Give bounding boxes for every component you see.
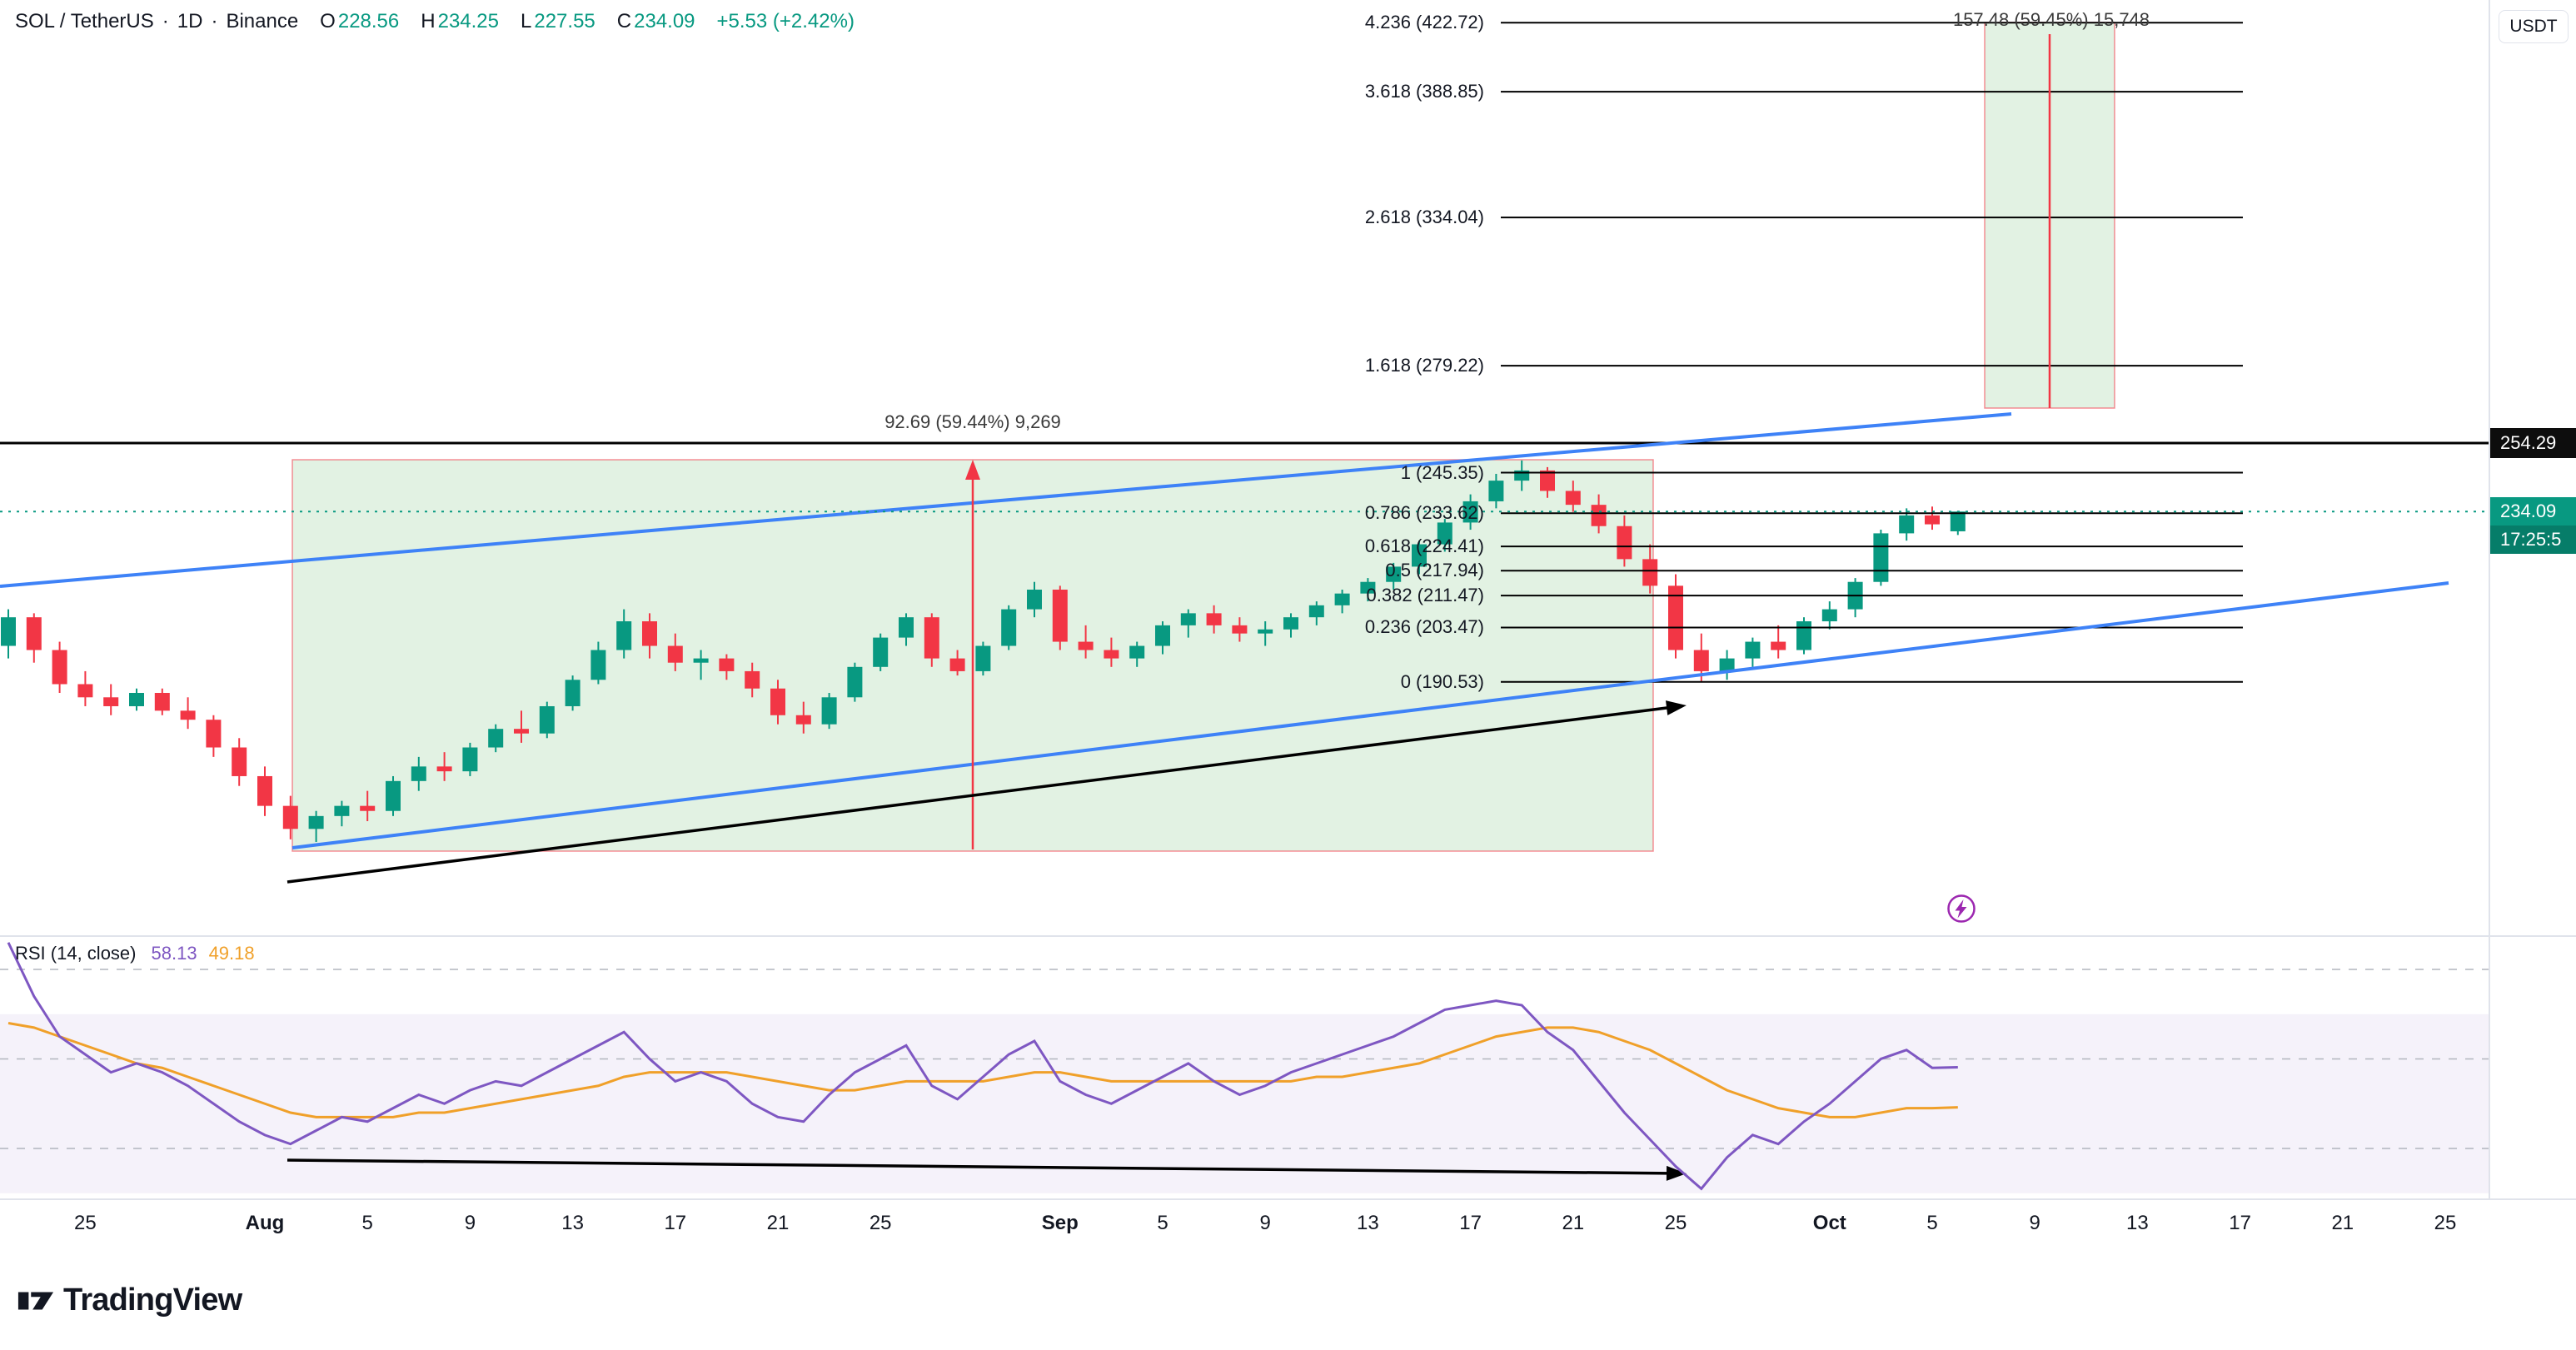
time-axis-label: 9 (2029, 1212, 2040, 1234)
time-axis-label: 25 (74, 1212, 97, 1234)
rsi-plot (0, 942, 2489, 1191)
interval-label[interactable]: 1D (177, 10, 203, 32)
pane-separators (0, 0, 2576, 1200)
tradingview-logo[interactable]: TradingView (17, 1283, 242, 1318)
rsi-value: 58.13 (151, 943, 197, 964)
time-axis-label: 21 (2331, 1212, 2354, 1234)
legend-separator: · (211, 10, 218, 32)
exchange-label: Binance (226, 10, 299, 32)
tradingview-logo-text: TradingView (63, 1283, 242, 1318)
time-axis-label: 9 (1259, 1212, 1271, 1234)
tradingview-logo-icon (17, 1291, 54, 1310)
time-axis-label: Sep (1041, 1212, 1079, 1234)
rsi-ma-value: 49.18 (208, 943, 255, 964)
time-axis-label: 13 (2126, 1212, 2149, 1234)
time-axis-label: Oct (1812, 1212, 1846, 1234)
time-axis-label: 25 (1664, 1212, 1687, 1234)
time-axis-label: 5 (1157, 1212, 1168, 1234)
candles (1, 460, 1966, 842)
time-axis-label: 13 (1357, 1212, 1379, 1234)
last-price-value: 234.09 (2500, 501, 2557, 522)
time-axis-label: 17 (1459, 1212, 1482, 1234)
time-axis[interactable]: 25 Aug 5 9 13 17 21 25 Sep 5 9 13 17 21 25 Oct 5 9 13 17 21 2… (0, 1199, 2576, 1258)
time-axis-label: 13 (561, 1212, 584, 1234)
ohlc-close: C 234.09 (616, 10, 695, 32)
time-axis-label: 21 (1562, 1212, 1585, 1234)
last-price-badge: 234.09 17:25:5 (2490, 497, 2576, 555)
lightning-icon-button[interactable] (1946, 893, 1977, 924)
rsi-band (0, 1014, 2489, 1193)
price-scale[interactable]: 380.00340.00320.00300.00280.00260.00240.… (2489, 0, 2576, 1199)
legend-separator: · (162, 10, 169, 32)
time-axis-label: 17 (2229, 1212, 2251, 1234)
time-axis-label: 17 (664, 1212, 687, 1234)
time-axis-label: 21 (766, 1212, 790, 1234)
time-axis-label: 9 (464, 1212, 476, 1234)
currency-toggle-button[interactable]: USDT (2499, 10, 2569, 43)
trend-arrows (286, 700, 1687, 1181)
rsi-indicator-title[interactable]: RSI (14, close) (15, 943, 137, 964)
measurement-lines (965, 34, 2051, 849)
time-axis-label: 25 (2434, 1212, 2457, 1234)
ohlc-high: H 234.25 (421, 10, 499, 32)
price-line-badge: 254.29 (2490, 428, 2576, 458)
time-axis-label: 25 (869, 1212, 892, 1234)
fib-extension-lines (1501, 22, 2243, 683)
measurement-boxes (291, 22, 2115, 852)
ohlc-open: O 228.56 (320, 10, 400, 32)
ohlc-low: L 227.55 (521, 10, 595, 32)
price-change: +5.53 (+2.42%) (716, 10, 855, 32)
lightning-icon (1947, 894, 1976, 923)
rsi-indicator-header[interactable]: RSI (14, close) 58.13 49.18 (15, 943, 255, 964)
bar-countdown: 17:25:5 (2490, 526, 2576, 555)
time-axis-label: 5 (1926, 1212, 1938, 1234)
time-axis-label: 5 (361, 1212, 373, 1234)
channel-trendlines (0, 412, 2449, 849)
symbol-name[interactable]: SOL / TetherUS (15, 10, 154, 32)
time-axis-label: Aug (245, 1212, 285, 1234)
